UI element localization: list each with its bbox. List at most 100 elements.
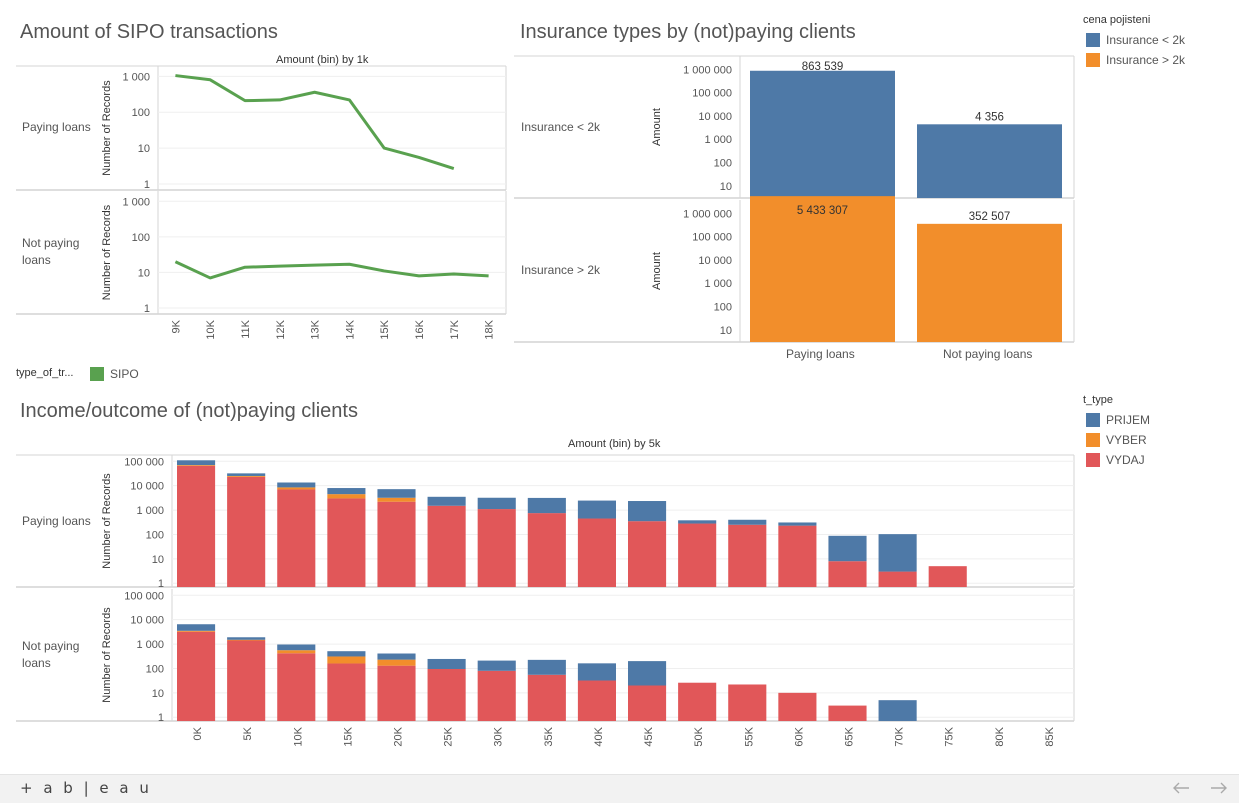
stacked-bar-segment-prijem <box>227 473 266 476</box>
y-tick-label: 100 <box>132 107 150 119</box>
ins-legend-label: Insurance < 2k <box>1106 33 1186 47</box>
insurance-chart: 10 100 1 000 10 000 100 000 1 000 000 Amount 86… <box>514 55 1075 343</box>
x-tick-label: 45K <box>643 726 655 746</box>
x-tick-label: 13K <box>310 319 322 339</box>
ins-legend-item-gt2k[interactable]: Insurance > 2k <box>1086 50 1185 70</box>
x-tick-label: 50K <box>693 726 705 746</box>
y-tick-label: 1 <box>158 712 164 724</box>
arrow-right-icon[interactable] <box>1210 781 1228 795</box>
insurance-bar <box>750 196 895 342</box>
y-tick-label: 1 000 <box>122 71 150 83</box>
ins-title: Insurance types by (not)paying clients <box>520 21 856 43</box>
stacked-bar-segment-vydaj <box>227 640 266 721</box>
y-tick-label: 10 <box>152 554 164 566</box>
y-tick-label: 100 000 <box>692 232 732 244</box>
bar-data-label: 863 539 <box>802 61 844 73</box>
stacked-bar-segment-vyber <box>377 497 416 502</box>
y-axis-title: Amount <box>651 108 663 146</box>
ins-legend-item-lt2k[interactable]: Insurance < 2k <box>1086 30 1185 50</box>
y-tick-label: 10 000 <box>130 615 164 627</box>
stacked-bar-segment-prijem <box>577 500 616 519</box>
stacked-bar-segment-vydaj <box>227 476 266 587</box>
stacked-bar-segment-vydaj <box>628 521 667 587</box>
inc-legend-item-prijem[interactable]: PRIJEM <box>1086 410 1150 430</box>
x-tick-label: 65K <box>844 726 856 746</box>
stacked-bar-segment-vydaj <box>277 653 316 721</box>
tableau-logo[interactable]: + a b | e a u <box>20 779 152 797</box>
inc-legend-item-vyber[interactable]: VYBER <box>1086 430 1147 450</box>
stacked-bar-segment-prijem <box>377 653 416 660</box>
sipo-row-label-not-paying: Not paying loans <box>22 236 80 267</box>
x-tick-label: 35K <box>543 726 555 746</box>
stacked-bar-segment-vydaj <box>377 501 416 587</box>
stacked-bar-segment-prijem <box>177 624 216 631</box>
stacked-bar-segment-prijem <box>778 522 817 526</box>
stacked-bar-segment-vydaj <box>277 489 316 587</box>
y-tick-label: 100 <box>714 158 732 170</box>
inc-legend-item-vydaj[interactable]: VYDAJ <box>1086 450 1145 470</box>
x-tick-label: 55K <box>743 726 755 746</box>
sipo-chart: 1 10 100 1 000 Number of Records 1 10 100 1 000 N… <box>16 65 507 340</box>
stacked-bar-segment-vydaj <box>427 668 466 721</box>
stacked-bar-segment-vydaj <box>628 685 667 721</box>
y-tick-label: 100 000 <box>124 456 164 468</box>
arrow-left-icon[interactable] <box>1172 781 1190 795</box>
footer-toolbar <box>0 774 1239 803</box>
x-tick-label: 9K <box>170 319 182 333</box>
income-chart: 1 10 100 1 000 10 000 100 000 Number of Record… <box>16 454 1075 747</box>
stacked-bar-segment-prijem <box>277 482 316 488</box>
x-tick-label: 0K <box>192 726 204 740</box>
x-tick-label: 85K <box>1044 726 1056 746</box>
y-axis-title: Number of Records <box>101 80 113 176</box>
stacked-bar-segment-vyber <box>177 630 216 632</box>
stacked-bar-segment-prijem <box>327 651 366 657</box>
stacked-bar-segment-prijem <box>177 460 216 466</box>
inc-legend-title: t_type <box>1083 394 1113 406</box>
inc-legend-label: VYBER <box>1106 433 1147 447</box>
stacked-bar-segment-prijem <box>427 658 466 669</box>
sipo-row-label-paying: Paying loans <box>22 120 91 134</box>
x-tick-label: 25K <box>443 726 455 746</box>
stacked-bar-segment-prijem <box>628 661 667 686</box>
stacked-bar-segment-vyber <box>177 465 216 466</box>
y-tick-label: 100 000 <box>692 88 732 100</box>
ins-col-label-paying: Paying loans <box>786 347 855 361</box>
y-tick-label: 1 <box>144 303 150 315</box>
insurance-bar <box>750 70 895 198</box>
y-axis-title: Amount <box>651 252 663 290</box>
stacked-bar-segment-prijem <box>828 535 867 562</box>
stacked-bar-segment-prijem <box>878 534 917 572</box>
bar-data-label: 4 356 <box>975 111 1004 123</box>
x-tick-label: 20K <box>393 726 405 746</box>
stacked-bar-segment-vyber <box>227 639 266 641</box>
stacked-bar-segment-vydaj <box>878 571 917 587</box>
stacked-bar-segment-vydaj <box>928 566 967 587</box>
inc-row-label-paying: Paying loans <box>22 514 91 528</box>
x-tick-label: 15K <box>342 726 354 746</box>
y-tick-label: 1 000 <box>122 196 150 208</box>
x-tick-label: 11K <box>240 319 252 338</box>
stacked-bar-segment-vydaj <box>828 561 867 587</box>
stacked-bar-segment-prijem <box>327 488 366 495</box>
ins-legend-label: Insurance > 2k <box>1106 53 1186 67</box>
stacked-bar-segment-vyber <box>277 487 316 490</box>
stacked-bar-segment-prijem <box>277 644 316 651</box>
y-tick-label: 1 000 000 <box>683 208 732 220</box>
stacked-bar-segment-vyber <box>227 475 266 477</box>
stacked-bar-segment-prijem <box>477 660 516 671</box>
insurance-bar <box>917 124 1062 198</box>
sipo-series-line <box>175 74 455 170</box>
x-tick-label: 60K <box>793 726 805 746</box>
sipo-legend-item[interactable]: SIPO <box>90 364 139 384</box>
stacked-bar-segment-vydaj <box>477 509 516 587</box>
y-tick-label: 10 000 <box>698 255 732 267</box>
legend-swatch <box>1086 53 1100 67</box>
y-tick-label: 10 <box>720 181 732 193</box>
x-tick-label: 18K <box>484 319 496 339</box>
stacked-bar-segment-vyber <box>327 494 366 499</box>
stacked-bar-segment-vydaj <box>177 631 216 721</box>
bar-data-label: 352 507 <box>969 211 1011 223</box>
sipo-legend-title: type_of_tr... <box>16 367 74 379</box>
y-tick-label: 100 <box>146 529 164 541</box>
stacked-bar-segment-prijem <box>728 519 767 525</box>
